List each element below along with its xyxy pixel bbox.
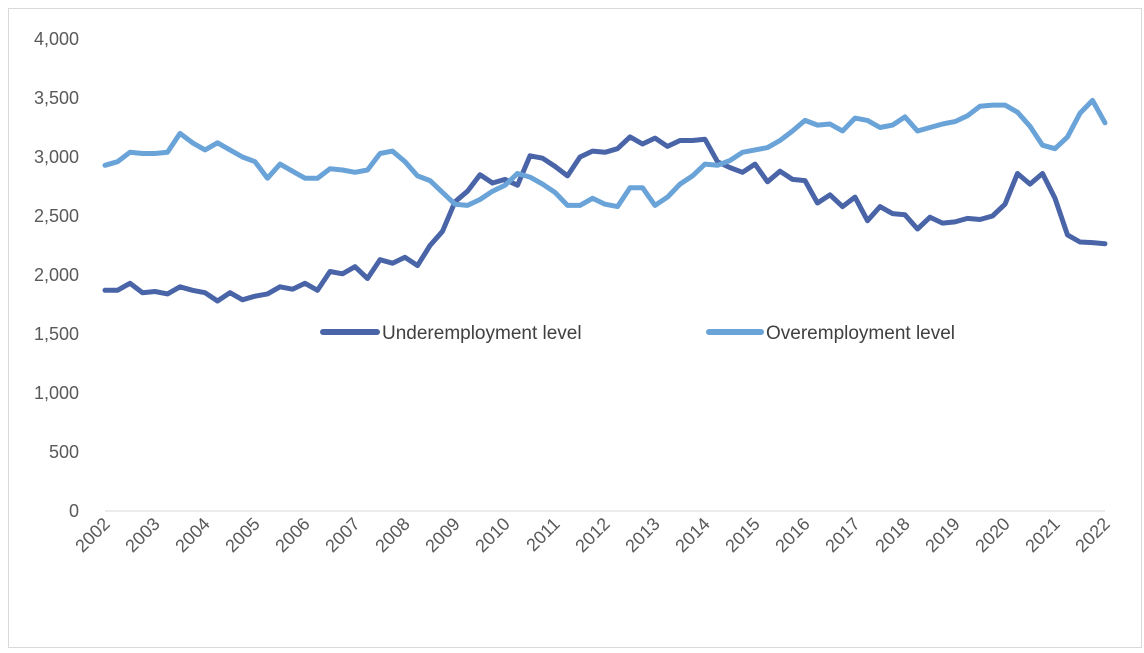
x-tick-label: 2022 bbox=[1071, 514, 1113, 556]
y-tick-label: 3,500 bbox=[34, 88, 79, 108]
y-axis-ticks: 0 500 1,000 1,500 2,000 2,500 3,000 3,500 4,000 bbox=[34, 29, 79, 521]
line-chart: 05001,0001,5002,0002,5003,0003,5004,000 … bbox=[34, 29, 1114, 556]
chart-frame: 0 500 1,000 1,500 2,000 2,500 3,000 3,500 4,000 … bbox=[8, 8, 1142, 648]
legend-label-underemployment: Underemployment level bbox=[382, 323, 582, 344]
x-tick-label: 2017 bbox=[821, 514, 863, 556]
x-tick-label: 2009 bbox=[421, 514, 463, 556]
series-line-overemployment bbox=[102, 97, 1108, 210]
x-tick-label: 2006 bbox=[271, 514, 313, 556]
series-line-underemployment bbox=[102, 134, 1108, 304]
x-tick-label: 2011 bbox=[522, 514, 564, 556]
x-tick-label: 2015 bbox=[721, 514, 763, 556]
y-tick-label: 2,000 bbox=[34, 265, 79, 285]
y-tick-label: 500 bbox=[49, 442, 79, 462]
legend: Underemployment level Overemployment lev… bbox=[320, 323, 955, 344]
x-tick-label: 2003 bbox=[121, 514, 163, 556]
x-tick-label: 2018 bbox=[871, 514, 913, 556]
x-tick-label: 2019 bbox=[921, 514, 963, 556]
y-tick-label: 3,000 bbox=[34, 147, 79, 167]
y-tick-label: 4,000 bbox=[34, 29, 79, 49]
x-tick-label: 2010 bbox=[471, 514, 513, 556]
x-tick-label: 2016 bbox=[771, 514, 813, 556]
legend-label-overemployment: Overemployment level bbox=[766, 323, 955, 344]
x-tick-label: 2014 bbox=[671, 514, 713, 556]
x-tick-label: 2004 bbox=[171, 514, 213, 556]
y-tick-label: 1,500 bbox=[34, 324, 79, 344]
y-tick-label: 1,000 bbox=[34, 383, 79, 403]
x-tick-label: 2021 bbox=[1021, 514, 1063, 556]
x-tick-label: 2020 bbox=[971, 514, 1013, 556]
y-tick-label: 2,500 bbox=[34, 206, 79, 226]
x-tick-label: 2007 bbox=[321, 514, 363, 556]
x-axis-ticks: 2002 2003 2004 2005 2006 2007 2008 2009 2010 2011… bbox=[71, 514, 1113, 556]
x-tick-label: 2012 bbox=[571, 514, 613, 556]
x-tick-label: 2008 bbox=[371, 514, 413, 556]
series-lines bbox=[102, 97, 1108, 304]
x-tick-label: 2005 bbox=[221, 514, 263, 556]
x-tick-label: 2013 bbox=[621, 514, 663, 556]
y-tick-label: 0 bbox=[69, 501, 79, 521]
